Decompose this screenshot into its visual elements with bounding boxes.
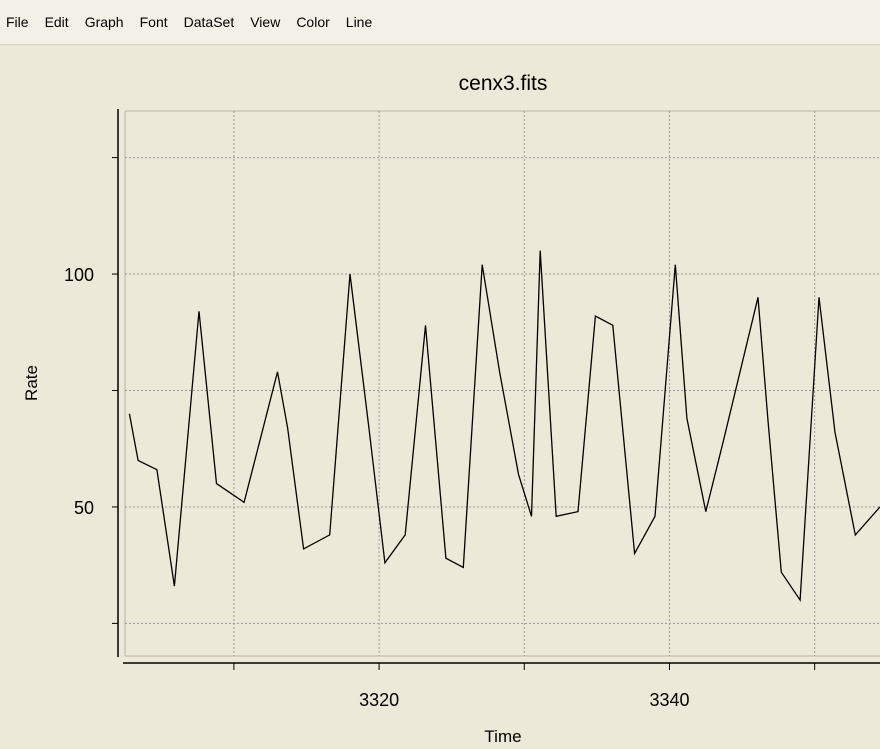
menu-edit[interactable]: Edit <box>44 14 69 30</box>
x-tick-label: 3320 <box>359 690 399 710</box>
grid <box>124 110 880 657</box>
menu-graph[interactable]: Graph <box>84 14 124 30</box>
chart-canvas: cenx3.fits 50 100 3320 3340 Time Rate <box>22 72 880 746</box>
y-tick-label: 50 <box>74 498 94 518</box>
y-axis-label: Rate <box>22 365 41 401</box>
y-tick-label: 100 <box>64 265 94 285</box>
axes <box>112 109 880 670</box>
menu-file[interactable]: File <box>6 14 29 30</box>
menu-line[interactable]: Line <box>345 14 373 30</box>
x-tick-label: 3340 <box>649 690 689 710</box>
menu-font[interactable]: Font <box>139 14 168 30</box>
x-axis-label: Time <box>484 727 521 746</box>
series-layer <box>128 250 880 603</box>
menu-bar: File Edit Graph Font DataSet View Color … <box>0 0 880 45</box>
chart-title: cenx3.fits <box>459 72 548 95</box>
series-line-0 <box>128 250 880 603</box>
menu-color[interactable]: Color <box>296 14 330 30</box>
tick-labels: 50 100 3320 3340 <box>64 265 690 710</box>
menu-dataset[interactable]: DataSet <box>183 14 235 30</box>
menu-view[interactable]: View <box>250 14 281 30</box>
